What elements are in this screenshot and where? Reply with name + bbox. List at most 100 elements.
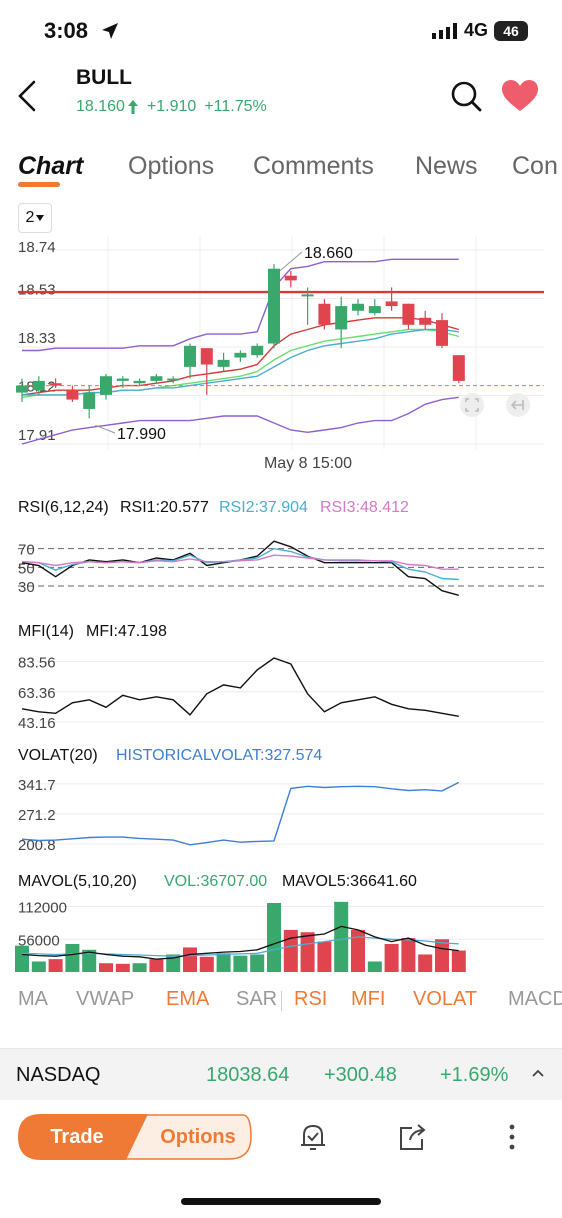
volume-bar xyxy=(199,956,214,972)
candle-body xyxy=(419,317,432,325)
candle-body xyxy=(184,345,196,367)
price-tick-label: 18.74 xyxy=(18,239,56,256)
candle-body xyxy=(100,376,112,395)
volume-bar xyxy=(418,954,433,972)
chevron-up-icon[interactable] xyxy=(530,1065,546,1081)
indicator-vwap[interactable]: VWAP xyxy=(76,988,135,1010)
rsi-series-line xyxy=(21,540,459,596)
volume-bar xyxy=(334,901,349,972)
candle-body xyxy=(452,355,465,381)
mavol5-line xyxy=(21,925,459,960)
volume-bar xyxy=(267,903,281,972)
indicator-mfi[interactable]: MFI xyxy=(351,988,386,1010)
candle-body xyxy=(116,378,129,381)
tab-chart[interactable]: Chart xyxy=(18,152,84,180)
indicator-selector: MA VWAP EMA SAR RSI MFI VOLAT MACD xyxy=(0,988,562,1018)
volume-bar xyxy=(183,947,197,972)
candle-body xyxy=(217,359,230,367)
home-indicator xyxy=(181,1198,381,1205)
price-tick-label: 18.53 xyxy=(18,282,56,299)
rsi-tick-label: 70 xyxy=(18,542,35,559)
volume-bar xyxy=(351,929,365,972)
ema-green-line xyxy=(21,328,459,398)
index-ticker-bar[interactable]: NASDAQ 18038.64 +300.48 +1.69% xyxy=(0,1048,562,1100)
status-indicators: 4G 46 xyxy=(431,20,528,41)
indicator-volat[interactable]: VOLAT xyxy=(413,988,478,1010)
mavol-readout: VOL:36707.00 xyxy=(164,873,267,890)
last-price: 18.160 xyxy=(76,98,125,115)
rsi-panel-label: RSI(6,12,24) xyxy=(18,499,109,516)
price-change: +1.910 xyxy=(146,98,197,115)
tab-more[interactable]: Con xyxy=(512,152,558,180)
volume-bar xyxy=(15,945,29,972)
favorite-heart-icon[interactable] xyxy=(500,78,540,114)
chart-area[interactable]: 18.7418.5318.3318.1217.9118.66017.990May… xyxy=(0,232,562,992)
rsi-tick-label: 30 xyxy=(18,579,35,596)
mfi-tick-label: 43.16 xyxy=(18,715,56,732)
volume-bar xyxy=(82,949,97,972)
index-change-pct: +1.69% xyxy=(440,1064,509,1086)
quote-header: BULL 18.160 +1.910 +11.75% xyxy=(0,60,562,130)
volat-tick-label: 271.2 xyxy=(18,807,56,824)
period-select[interactable]: 2 xyxy=(18,203,52,233)
candle-body xyxy=(318,303,331,325)
candle-body xyxy=(352,303,364,311)
candle-body xyxy=(16,385,28,393)
mfi-readout: MFI:47.198 xyxy=(86,623,167,640)
mavol-tick-label: 56000 xyxy=(18,932,60,949)
mavol-tick-label: 112000 xyxy=(18,900,67,917)
price-change-pct: +11.75% xyxy=(204,98,267,115)
indicator-rsi[interactable]: RSI xyxy=(294,988,328,1010)
volat-readout: HISTORICALVOLAT:327.574 xyxy=(116,747,322,764)
caret-down-icon xyxy=(36,215,45,221)
fullscreen-glyph xyxy=(465,398,479,412)
volat-panel-label: VOLAT(20) xyxy=(18,747,98,764)
tab-comments[interactable]: Comments xyxy=(253,152,374,180)
tab-news[interactable]: News xyxy=(415,152,478,180)
candle-body xyxy=(368,306,381,314)
lower-band-line xyxy=(21,396,459,445)
volume-bar xyxy=(31,961,46,972)
volat-tick-label: 341.7 xyxy=(18,777,56,794)
candle-body xyxy=(436,320,448,346)
period-value: 2 xyxy=(25,209,35,226)
ema-blue-line xyxy=(22,328,459,396)
candle-body xyxy=(49,383,62,386)
options-button[interactable]: Options xyxy=(130,1114,252,1160)
candle-body xyxy=(385,301,398,307)
price-tick-label: 18.33 xyxy=(18,330,56,347)
indicator-ma[interactable]: MA xyxy=(18,988,48,1010)
more-vertical-icon[interactable] xyxy=(496,1120,528,1154)
mfi-tick-label: 83.56 xyxy=(18,655,56,672)
candle-body xyxy=(200,348,213,365)
rsi-readout: RSI2:37.904 xyxy=(219,499,308,516)
search-icon[interactable] xyxy=(448,78,484,114)
indicator-macd[interactable]: MACD xyxy=(508,988,562,1010)
battery-icon: 46 xyxy=(494,20,528,41)
candle-body xyxy=(268,268,280,344)
share-icon[interactable] xyxy=(396,1120,428,1154)
indicator-ema[interactable]: EMA xyxy=(166,988,210,1010)
candle-body xyxy=(32,380,45,391)
trade-button[interactable]: Trade xyxy=(18,1114,148,1160)
tab-options[interactable]: Options xyxy=(128,152,215,180)
high-annotation-leader xyxy=(279,251,303,272)
volume-bar xyxy=(401,938,416,972)
candle-body xyxy=(150,376,163,381)
volume-bar xyxy=(149,959,164,972)
volume-bar xyxy=(216,953,231,972)
chart-canvas[interactable]: 18.7418.5318.3318.1217.9118.66017.990May… xyxy=(0,232,562,992)
back-arrow-icon[interactable] xyxy=(14,76,44,116)
low-annotation-leader xyxy=(95,424,116,434)
price-alert-bell-icon[interactable] xyxy=(297,1120,329,1154)
quote-line: 18.160 +1.910 +11.75% xyxy=(76,98,267,116)
volume-bar xyxy=(283,929,298,972)
indicator-sar[interactable]: SAR xyxy=(236,988,278,1010)
signal-icon xyxy=(431,22,457,39)
volume-bar xyxy=(451,950,466,972)
tab-bar: Chart Options Comments News Con xyxy=(0,146,562,192)
candle-body xyxy=(133,380,146,384)
mavol-panel-label: MAVOL(5,10,20) xyxy=(18,873,137,890)
active-tab-indicator xyxy=(18,182,60,187)
network-type: 4G xyxy=(463,20,488,40)
